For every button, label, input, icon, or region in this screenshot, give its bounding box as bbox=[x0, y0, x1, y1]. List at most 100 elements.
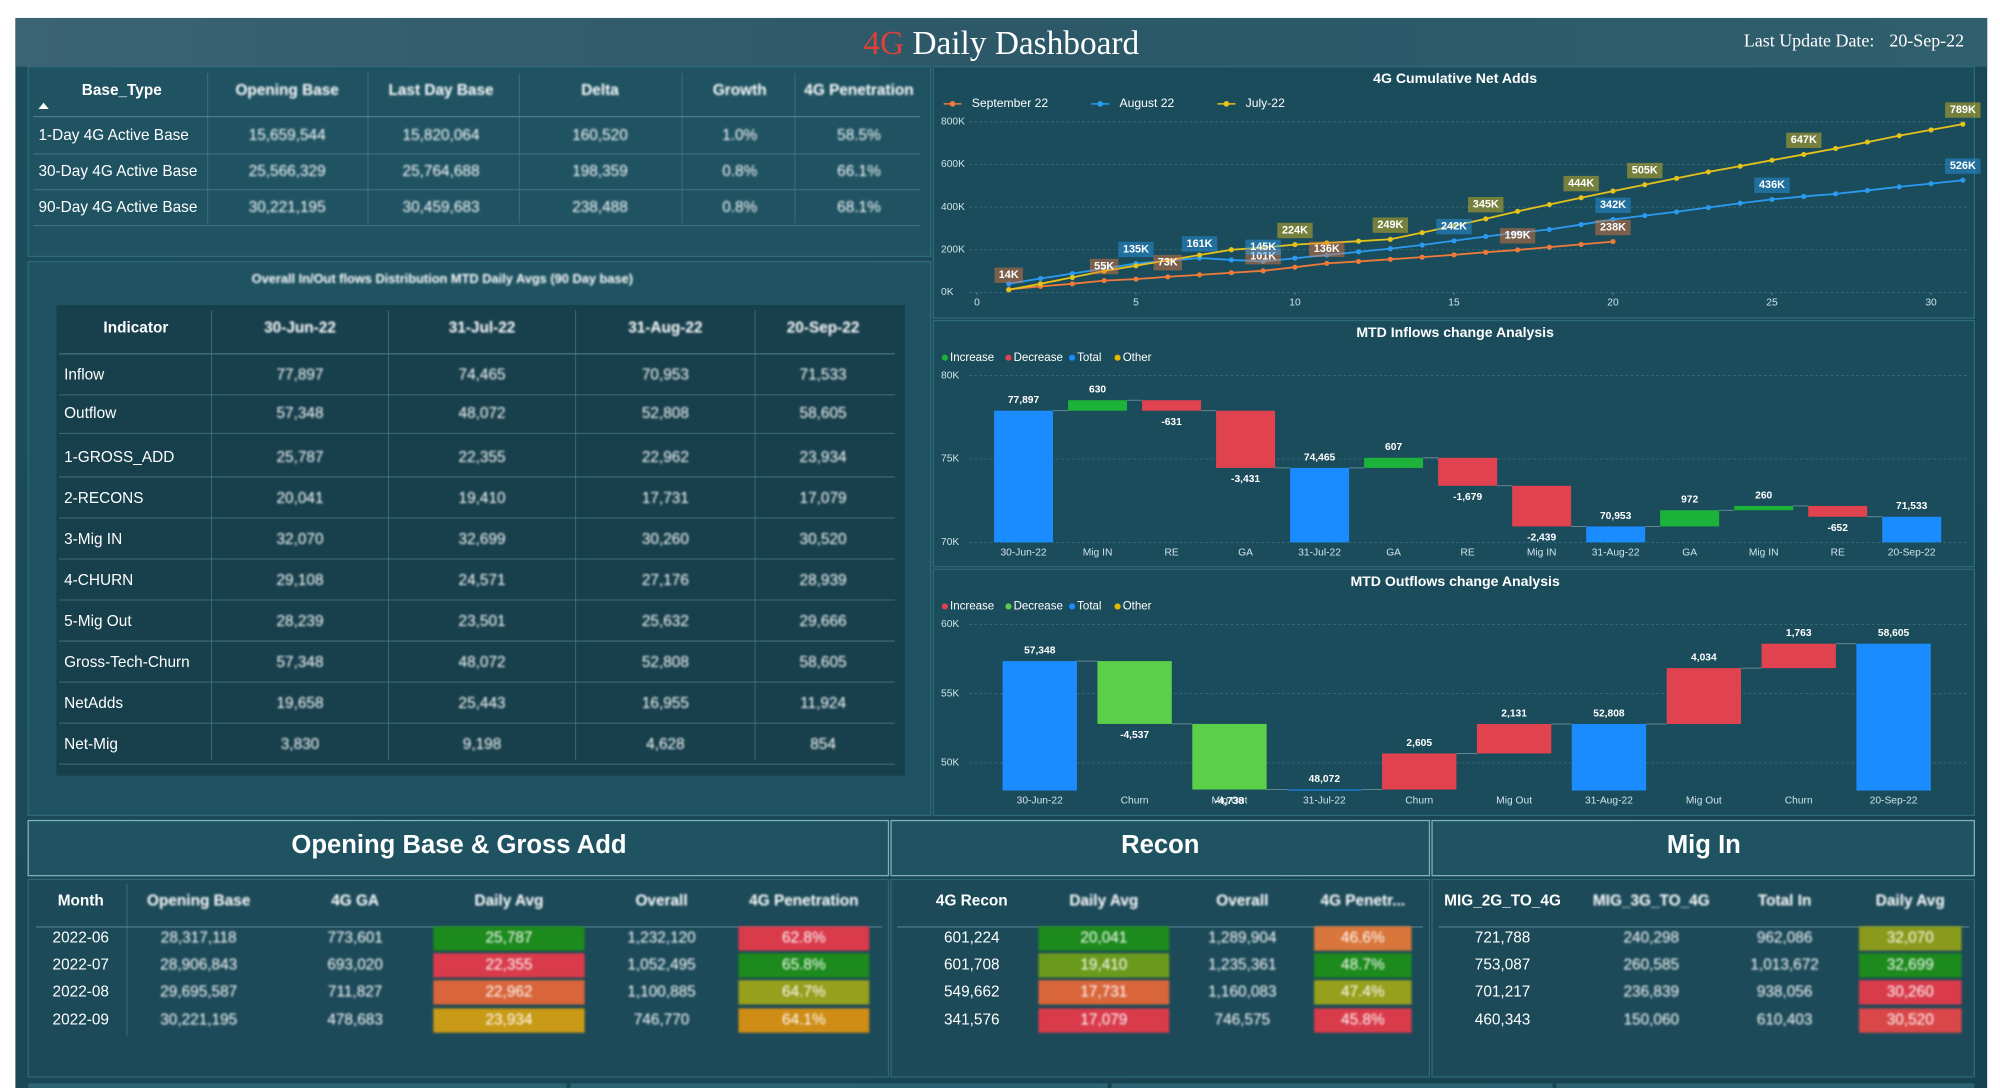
data-label-bg bbox=[1309, 241, 1345, 257]
column-header: Total In bbox=[1758, 892, 1812, 909]
data-point bbox=[1705, 204, 1711, 211]
data-point bbox=[1165, 257, 1171, 263]
data-point bbox=[1896, 133, 1902, 139]
column-header: Indicator bbox=[103, 319, 168, 336]
cell-value: 48,072 bbox=[459, 654, 506, 671]
data-point bbox=[1578, 221, 1584, 228]
cell-value: 854 bbox=[810, 736, 836, 753]
panel bbox=[932, 319, 1976, 568]
cell-value: 198,359 bbox=[572, 163, 628, 180]
x-tick-label: 30-Jun-22 bbox=[1000, 547, 1046, 558]
cell-value: 68.1% bbox=[837, 199, 881, 216]
data-point bbox=[1292, 255, 1298, 261]
data-point bbox=[1037, 281, 1044, 287]
chart-title: MTD Outflows change Analysis bbox=[1350, 573, 1560, 589]
x-tick-label: 0 bbox=[974, 297, 980, 308]
cell-value: 57,348 bbox=[276, 405, 323, 422]
data-label: 77,897 bbox=[1008, 395, 1040, 406]
legend-label: Total bbox=[1077, 600, 1101, 612]
data-point bbox=[1737, 163, 1743, 169]
panel-edge bbox=[570, 1083, 1108, 1088]
cell-value: 25,632 bbox=[642, 613, 689, 630]
row-label: 1-GROSS_ADD bbox=[64, 449, 174, 466]
cell-highlight bbox=[738, 953, 870, 978]
cell-value: 32,070 bbox=[276, 531, 323, 548]
column-header: 4G Penetr... bbox=[1321, 892, 1406, 909]
cell-value: 25,443 bbox=[459, 695, 506, 712]
cell-value: 150,060 bbox=[1623, 1012, 1679, 1029]
data-point bbox=[1833, 145, 1839, 152]
row-label: NetAdds bbox=[64, 695, 123, 712]
data-point bbox=[1769, 157, 1775, 163]
data-label-bg bbox=[1153, 254, 1182, 271]
cell-highlight bbox=[1858, 953, 1962, 978]
cell-value: 15,659,544 bbox=[249, 127, 326, 144]
cell-value: 17,079 bbox=[1080, 1012, 1127, 1029]
data-point bbox=[1196, 272, 1203, 278]
data-label: -631 bbox=[1161, 417, 1182, 428]
panel-edge bbox=[1556, 1083, 1975, 1088]
column-header: Month bbox=[58, 892, 104, 909]
data-point bbox=[1355, 258, 1362, 264]
x-tick-label: RE bbox=[1831, 547, 1845, 558]
row-label: 701,217 bbox=[1475, 983, 1531, 1000]
cell-value: 65.8% bbox=[782, 956, 826, 973]
data-point bbox=[1069, 271, 1075, 277]
data-point bbox=[1610, 216, 1616, 223]
panel-edge bbox=[28, 1083, 567, 1088]
bar bbox=[1476, 723, 1552, 754]
cell-value: 746,770 bbox=[634, 1012, 690, 1029]
panel bbox=[1431, 878, 1976, 1078]
column-header: 31-Aug-22 bbox=[628, 319, 702, 336]
column-header: 20-Sep-22 bbox=[787, 319, 860, 336]
data-label: 607 bbox=[1385, 442, 1402, 453]
data-label: -4,537 bbox=[1120, 730, 1149, 741]
row-label: 341,576 bbox=[944, 1012, 1000, 1029]
legend-label: July-22 bbox=[1246, 96, 1285, 110]
data-point bbox=[1896, 184, 1902, 190]
x-tick-label: Mig Out bbox=[1212, 795, 1248, 806]
update-date: 20-Sep-22 bbox=[1889, 30, 1964, 50]
section-title: Opening Base & Gross Add bbox=[291, 831, 626, 859]
cell-value: 48,072 bbox=[459, 405, 506, 422]
data-point bbox=[1228, 257, 1234, 263]
data-point bbox=[1451, 223, 1457, 229]
cell-value: 25,787 bbox=[276, 449, 323, 466]
x-tick-label: 31-Aug-22 bbox=[1592, 547, 1640, 558]
legend-dot bbox=[1068, 603, 1076, 610]
section-header bbox=[1431, 819, 1976, 877]
legend-dot bbox=[941, 603, 948, 610]
data-label: 14K bbox=[999, 269, 1019, 281]
cell-value: 610,403 bbox=[1757, 1012, 1813, 1029]
cell-value: 74,465 bbox=[459, 367, 506, 384]
bar bbox=[1571, 723, 1647, 791]
column-header: 4G Penetration bbox=[804, 82, 913, 99]
cell-value: 22,355 bbox=[459, 449, 506, 466]
cell-value: 17,079 bbox=[800, 490, 847, 507]
chart-title: MTD Inflows change Analysis bbox=[1356, 324, 1554, 340]
data-label: 136K bbox=[1314, 243, 1340, 255]
bar bbox=[1761, 643, 1836, 669]
cell-value: 25,787 bbox=[485, 930, 532, 947]
cell-value: 15,820,064 bbox=[403, 127, 480, 144]
data-point bbox=[1546, 244, 1552, 250]
row-label: 2022-07 bbox=[53, 956, 109, 973]
cell-value: 16,955 bbox=[642, 695, 689, 712]
data-point bbox=[1324, 260, 1330, 266]
legend-dot bbox=[1005, 354, 1012, 361]
data-label: 242K bbox=[1441, 221, 1467, 233]
data-label: 71,533 bbox=[1896, 501, 1928, 512]
data-point bbox=[1864, 139, 1870, 145]
data-point bbox=[1674, 209, 1680, 215]
x-tick-label: Churn bbox=[1121, 795, 1149, 806]
cell-value: 17,731 bbox=[1080, 983, 1127, 1000]
row-label: 2022-06 bbox=[53, 930, 109, 947]
cell-value: 64.1% bbox=[782, 1012, 826, 1029]
cell-value: 58,605 bbox=[800, 405, 847, 422]
cell-value: 30,260 bbox=[642, 531, 689, 548]
cell-highlight bbox=[433, 1008, 585, 1033]
data-label: 436K bbox=[1759, 179, 1785, 191]
cell-value: 1,160,083 bbox=[1208, 983, 1276, 1000]
cell-value: 693,020 bbox=[327, 956, 383, 973]
data-point bbox=[1324, 252, 1330, 258]
